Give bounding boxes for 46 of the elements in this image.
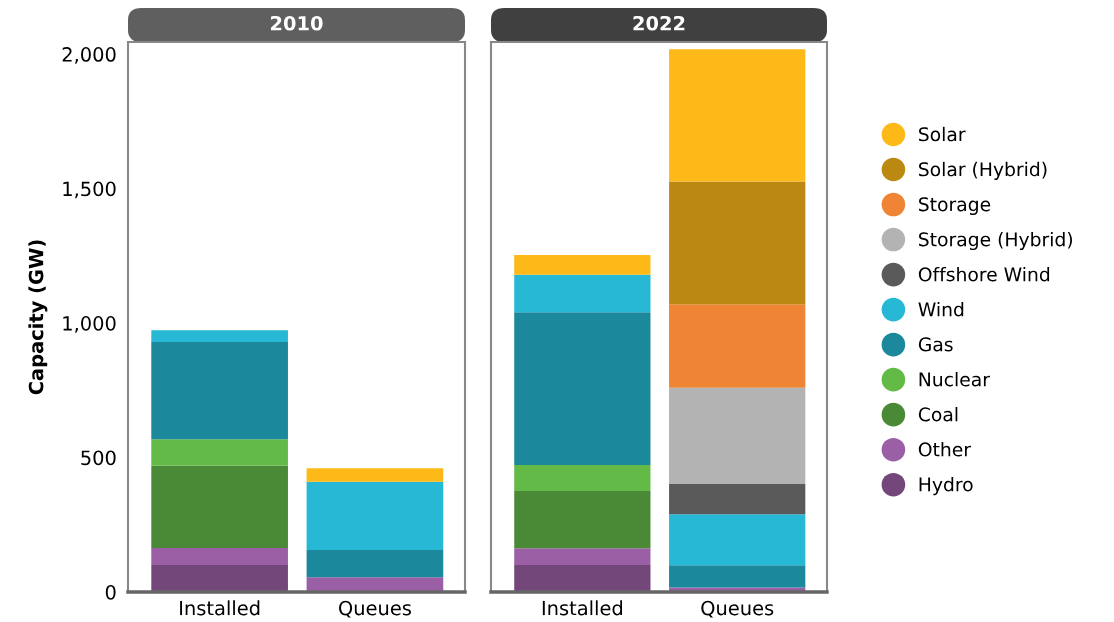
legend-label: Storage (Hybrid)	[919, 231, 1073, 251]
y-axis-title: Capacity (GW)	[28, 240, 48, 395]
x-tick-label: Queues	[339, 600, 411, 618]
bar	[151, 465, 288, 548]
bar	[514, 465, 651, 491]
bar	[514, 490, 651, 549]
legend-label: Other	[918, 442, 972, 457]
bar	[514, 565, 651, 592]
legend-label: Solar	[919, 126, 966, 142]
legend-label: Coal	[918, 406, 958, 422]
bar	[151, 547, 288, 566]
bar	[514, 548, 651, 566]
bar	[669, 181, 806, 305]
legend-label: Nuclear	[919, 371, 990, 387]
bar	[514, 274, 651, 313]
bar	[151, 341, 288, 440]
bar	[669, 304, 806, 388]
chart-title: 2022	[633, 15, 685, 31]
y-tick-label: 1,500	[63, 181, 116, 199]
legend-label: Storage	[919, 197, 991, 216]
y-tick-label: 1,000	[63, 316, 116, 333]
x-tick-label: Installed	[542, 600, 623, 616]
bar	[151, 565, 288, 592]
legend-label: Hydro	[919, 477, 973, 496]
x-tick-label: Queues	[701, 600, 774, 618]
bar	[669, 514, 806, 566]
y-tick-label: 500	[81, 450, 116, 466]
bar	[306, 481, 444, 551]
bar	[151, 439, 288, 466]
bar	[669, 565, 806, 588]
bar	[306, 468, 444, 482]
legend-label: Solar (Hybrid)	[919, 161, 1047, 180]
bar	[669, 49, 806, 182]
legend-label: Offshore Wind	[918, 266, 1050, 282]
bar	[514, 255, 651, 275]
x-tick-label: Installed	[180, 600, 260, 616]
bar	[514, 312, 651, 466]
legend-label: Wind	[918, 301, 964, 317]
legend-label: Gas	[918, 337, 953, 352]
bar	[669, 387, 806, 484]
y-tick-label: 0	[105, 584, 116, 600]
bar	[151, 330, 288, 342]
bar	[669, 483, 806, 515]
y-tick-label: 2,000	[62, 47, 116, 64]
chart-title: 2010	[270, 15, 323, 31]
bar	[306, 550, 444, 578]
